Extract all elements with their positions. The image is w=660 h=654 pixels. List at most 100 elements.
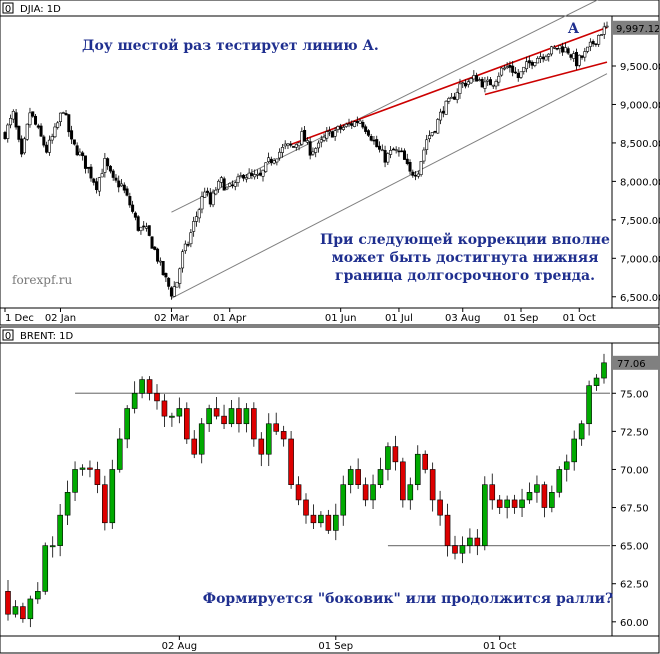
brent-plot: 75.00 72.50 70.00 67.50 65.00 62.50 60.00 02 Au… (5, 353, 659, 652)
djia-candle-body (186, 244, 190, 246)
djia-candle-body (228, 183, 232, 187)
djia-candle-body (336, 126, 340, 130)
djia-candle-body (394, 149, 398, 151)
djia-candle-body (200, 196, 204, 210)
djia-candle-body (133, 212, 137, 218)
djia-candle-body (183, 243, 187, 252)
brent-candle-body (184, 408, 190, 440)
brent-candle-body (191, 438, 198, 455)
djia-candle-body (330, 131, 334, 138)
brent-candle-body (407, 484, 414, 501)
brent-x-tick-label: 02 Aug (162, 641, 197, 652)
brent-candle-body (318, 514, 324, 524)
djia-candle-body (355, 120, 359, 124)
brent-candle-body (467, 537, 473, 546)
djia-candle-body (558, 45, 562, 49)
brent-candle-body (377, 469, 384, 485)
djia-candle-body (56, 122, 60, 128)
brent-last-price-badge (613, 355, 659, 370)
brent-candle-body (176, 408, 183, 417)
djia-candle-body (425, 139, 429, 150)
djia-candle-body (292, 146, 296, 148)
brent-candle-body (414, 453, 421, 485)
djia-candle-body (261, 169, 265, 177)
brent-annotation: Формируется "боковик" или продолжится ра… (203, 591, 613, 607)
djia-candle-body (530, 61, 534, 66)
brent-candle-body (332, 514, 339, 531)
brent-window-icon[interactable] (2, 329, 14, 341)
djia-candle-body (128, 196, 132, 206)
djia-candle-body (17, 125, 21, 140)
djia-candle-body (491, 84, 495, 87)
djia-candle-body (3, 132, 7, 139)
djia-candle-body (422, 149, 426, 162)
djia-candle-body (552, 47, 556, 49)
djia-x-tick-label: 01 Jun (325, 313, 357, 324)
djia-candle-body (131, 204, 135, 212)
djia-candle-body (211, 192, 215, 206)
djia-candle-body (53, 126, 57, 138)
djia-candle-body (525, 61, 529, 70)
brent-candle-body (146, 379, 153, 394)
djia-candle-body (386, 153, 390, 163)
djia-candle-body (513, 71, 517, 74)
djia-window-icon[interactable] (2, 2, 14, 14)
brent-candle-body (295, 484, 302, 501)
djia-candle-body (350, 123, 354, 126)
brent-y-tick-label: 62.50 (620, 580, 649, 591)
djia-candle-body (158, 260, 162, 263)
djia-candle-body (242, 174, 246, 179)
brent-candle-body (221, 415, 227, 425)
djia-x-tick-label: 01 Oct (563, 313, 596, 324)
djia-y-tick-label: 7,500.00 (620, 216, 660, 227)
djia-candle-body (164, 272, 168, 278)
brent-candle-body (131, 392, 138, 409)
djia-candle-body (347, 123, 351, 126)
djia-candle-body (75, 145, 79, 156)
djia-candle-body (247, 172, 251, 179)
djia-candle-body (372, 139, 376, 142)
djia-candle-body (591, 41, 595, 45)
djia-candle-body (172, 286, 176, 297)
djia-candle-body (72, 139, 76, 145)
djia-candle-body (267, 157, 271, 162)
djia-candle-body (275, 158, 279, 163)
djia-candle-body (258, 172, 262, 176)
djia-candle-body (34, 115, 38, 125)
brent-y-tick-label: 65.00 (620, 542, 649, 553)
djia-candle-body (314, 148, 318, 153)
djia-candle-body (95, 181, 99, 191)
djia-candle-body (411, 171, 415, 176)
djia-candle-body (219, 177, 223, 183)
brent-candle-body (49, 545, 56, 548)
djia-annotation-line-2: может быть достигнута нижняя (332, 250, 599, 266)
djia-candle-body (255, 174, 259, 176)
djia-candle-body (588, 41, 592, 47)
djia-candle-body (161, 261, 165, 276)
brent-candle-body (109, 469, 116, 524)
djia-candle-body (594, 43, 598, 46)
djia-y-tick-label: 8,000.00 (620, 177, 660, 188)
djia-candle-body (311, 151, 315, 155)
brent-candle-body (251, 408, 257, 440)
djia-candle-body (230, 184, 234, 187)
brent-candle-body (519, 499, 525, 508)
djia-candle-body (305, 140, 309, 143)
djia-candle-body (206, 190, 210, 193)
djia-candle-body (580, 55, 584, 58)
djia-candle-body (405, 158, 409, 164)
djia-candle-body (391, 148, 395, 151)
brent-candle-body (571, 438, 578, 463)
djia-x-tick-label: 01 Jul (385, 313, 413, 324)
djia-candle-body (344, 123, 348, 127)
djia-x-tick-label: 01 Apr (213, 313, 247, 324)
djia-candle-body (142, 225, 146, 228)
djia-annotation-line-3: граница долгосрочного тренда. (335, 268, 595, 284)
support-red-line (484, 61, 608, 96)
djia-candle-body (269, 158, 273, 163)
brent-y-tick-label: 60.00 (620, 618, 649, 629)
djia-window-icon-glyph: 0 (5, 4, 11, 15)
djia-candle-body (194, 216, 198, 222)
djia-candle-body (108, 165, 112, 172)
